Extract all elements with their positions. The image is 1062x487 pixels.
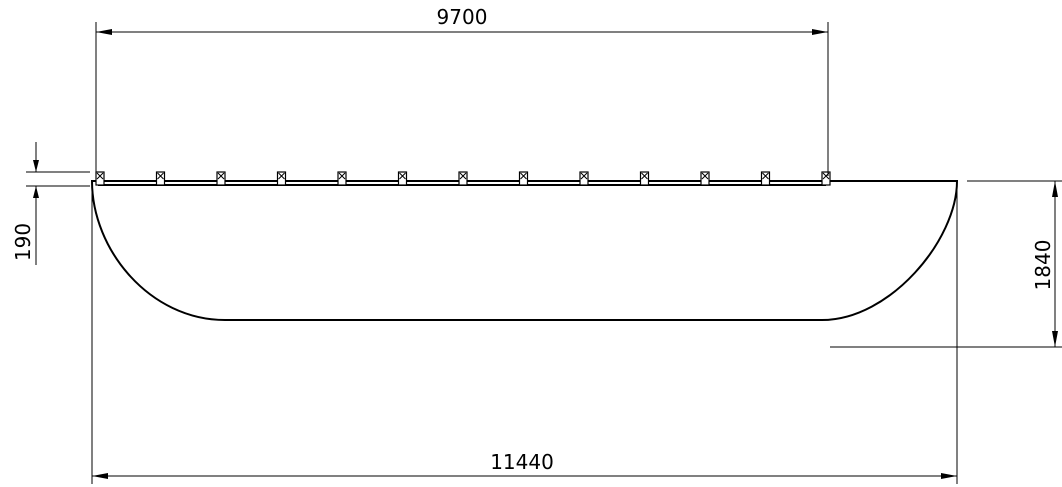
rail-post [700, 171, 710, 186]
rail-post [518, 171, 529, 186]
rail-post [397, 171, 408, 186]
rail-post [276, 171, 287, 186]
dimension-overall-width: 11440 [91, 185, 958, 484]
rail-posts [95, 171, 831, 186]
rail-post [639, 171, 650, 186]
arrowhead-top [33, 160, 39, 172]
arrowhead-left [96, 29, 112, 35]
rail-post [821, 171, 831, 186]
arrowhead-top [1052, 181, 1058, 197]
rail-post [579, 171, 589, 186]
arrowhead-right [941, 473, 957, 479]
dimension-top-width: 9700 [95, 5, 829, 176]
rail-post [216, 171, 226, 186]
arrowhead-bottom [33, 186, 39, 198]
arrowhead-right [812, 29, 828, 35]
rail-post [458, 171, 468, 186]
rail-post [155, 171, 166, 186]
rail-post [760, 171, 771, 186]
dimension-label: 11440 [490, 450, 554, 474]
dimension-label: 9700 [437, 5, 488, 29]
railing [95, 171, 831, 186]
arrowhead-bottom [1052, 331, 1058, 347]
rail-post [95, 171, 105, 186]
hull-outline [90, 180, 959, 321]
arrowhead-left [92, 473, 108, 479]
dimension-label: 1840 [1031, 240, 1055, 291]
rail-post [337, 171, 347, 186]
dimension-height: 1840 [830, 180, 1062, 348]
dimension-rail-height: 190 [11, 142, 90, 265]
dimension-label: 190 [11, 223, 35, 261]
